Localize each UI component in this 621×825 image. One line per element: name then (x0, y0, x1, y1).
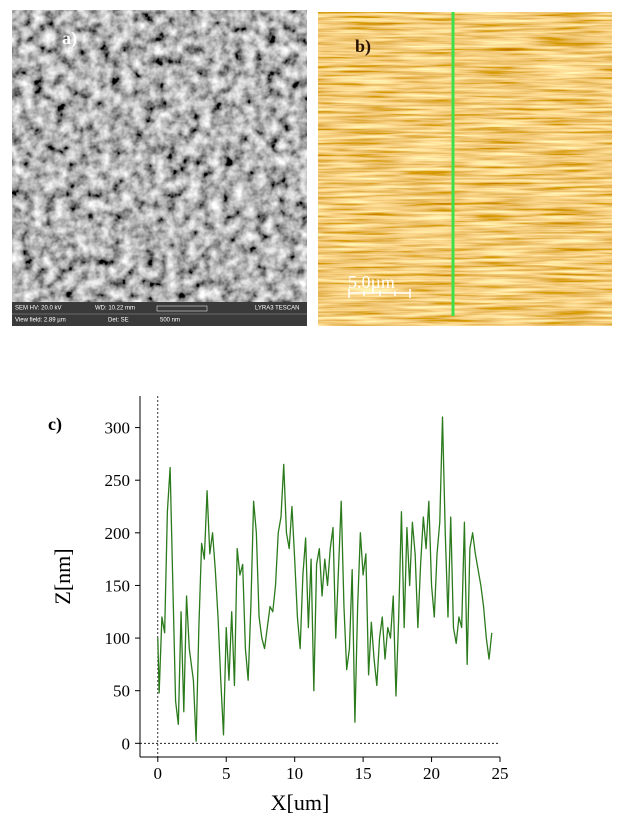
y-tick-label: 50 (113, 682, 130, 701)
info-text: 500 nm (160, 318, 180, 324)
y-tick-label: 150 (105, 576, 131, 595)
y-tick-label: 0 (122, 734, 131, 753)
afm-image (318, 12, 612, 326)
panel-label: a) (62, 28, 77, 49)
x-tick-label: 0 (154, 764, 163, 783)
sem-image (12, 10, 307, 302)
y-tick-label: 200 (105, 524, 131, 543)
y-tick-label: 300 (105, 419, 131, 438)
line-chart: 0 50 100 150 200 250 300 0 5 10 15 20 25 X[um] Z[nm] (50, 396, 509, 815)
y-tick-label: 100 (105, 629, 131, 648)
x-tick-label: 25 (492, 764, 509, 783)
info-text: LYRA3 TESCAN (255, 306, 299, 312)
info-text: SEM HV: 20.0 kV (15, 306, 61, 312)
x-axis-title: X[um] (271, 790, 330, 815)
panel-label: c) (48, 414, 62, 435)
info-text: Det: SE (108, 318, 129, 324)
info-text: View field: 2.89 µm (15, 318, 66, 324)
profile-line (157, 416, 493, 742)
y-axis-title: Z[nm] (50, 548, 75, 604)
info-text: WD: 10.22 mm (95, 306, 135, 312)
panel-label: b) (355, 36, 371, 57)
scale-bar-label: 5.0µm (348, 272, 395, 292)
y-tick-label: 250 (105, 471, 131, 490)
scale-bar (348, 289, 411, 298)
x-tick-label: 5 (222, 764, 231, 783)
x-tick-label: 15 (355, 764, 372, 783)
x-tick-label: 20 (423, 764, 440, 783)
x-tick-label: 10 (286, 764, 303, 783)
